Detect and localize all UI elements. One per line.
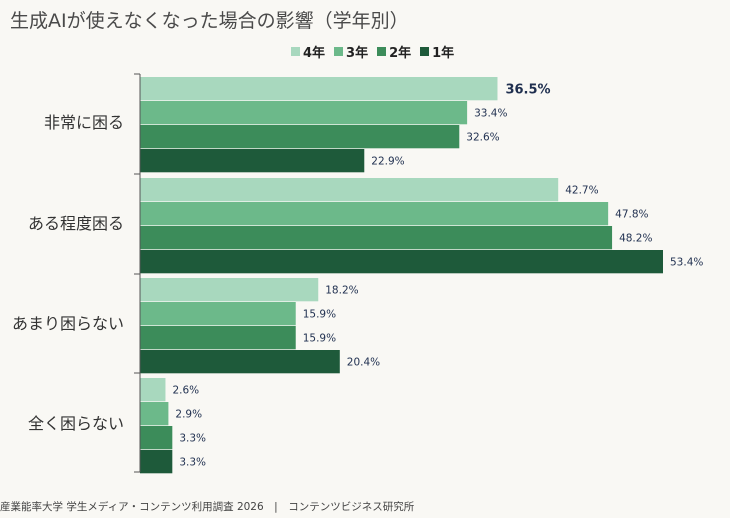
legend-item: 3年 xyxy=(334,42,368,61)
data-label: 42.7% xyxy=(565,185,598,197)
bar xyxy=(140,450,173,474)
data-label: 32.6% xyxy=(466,132,499,144)
data-label: 53.4% xyxy=(670,257,703,269)
data-label: 2.9% xyxy=(175,409,202,421)
bar xyxy=(140,402,169,426)
chart-legend: 4年 3年 2年 1年 xyxy=(291,42,454,61)
bar xyxy=(140,77,498,101)
bar xyxy=(140,149,365,173)
category-label: 全く困らない xyxy=(28,414,124,433)
bar xyxy=(140,101,468,125)
legend-label: 2年 xyxy=(389,46,412,61)
data-label: 15.9% xyxy=(303,309,336,321)
legend-swatch xyxy=(291,47,300,56)
legend-swatch xyxy=(334,47,344,56)
legend-swatch xyxy=(377,47,387,56)
legend-label: 3年 xyxy=(346,46,369,61)
data-label: 3.3% xyxy=(179,433,206,445)
bar xyxy=(140,226,613,250)
bar xyxy=(140,326,296,350)
bar xyxy=(140,378,166,402)
data-label: 20.4% xyxy=(347,357,380,369)
legend-label: 1年 xyxy=(432,46,455,61)
legend-item: 1年 xyxy=(420,42,454,61)
data-label: 36.5% xyxy=(505,83,550,98)
data-label: 47.8% xyxy=(615,209,648,221)
legend-item: 4年 xyxy=(291,42,325,61)
bar xyxy=(140,125,460,149)
footer-credit: 産業能率大学 学生メディア・コンテンツ利用調査 2026 | コンテンツビジネス… xyxy=(0,501,415,513)
data-label: 33.4% xyxy=(474,108,507,120)
data-label: 22.9% xyxy=(371,156,404,168)
bar xyxy=(140,350,340,374)
data-label: 3.3% xyxy=(179,457,206,469)
bar xyxy=(140,202,609,226)
legend-swatch xyxy=(420,47,430,56)
legend-item: 2年 xyxy=(377,42,411,61)
bar xyxy=(140,302,296,326)
data-label: 2.6% xyxy=(172,385,199,397)
category-label: ある程度困る xyxy=(28,214,124,233)
bar xyxy=(140,278,319,302)
bar xyxy=(140,250,663,274)
chart-title: 生成AIが使えなくなった場合の影響（学年別） xyxy=(10,10,409,32)
bar xyxy=(140,178,559,202)
data-label: 48.2% xyxy=(619,233,652,245)
data-label: 18.2% xyxy=(325,285,358,297)
data-label: 15.9% xyxy=(303,333,336,345)
category-label: あまり困らない xyxy=(12,314,124,333)
legend-label: 4年 xyxy=(303,46,326,61)
category-label: 非常に困る xyxy=(44,113,124,132)
bar xyxy=(140,426,173,450)
